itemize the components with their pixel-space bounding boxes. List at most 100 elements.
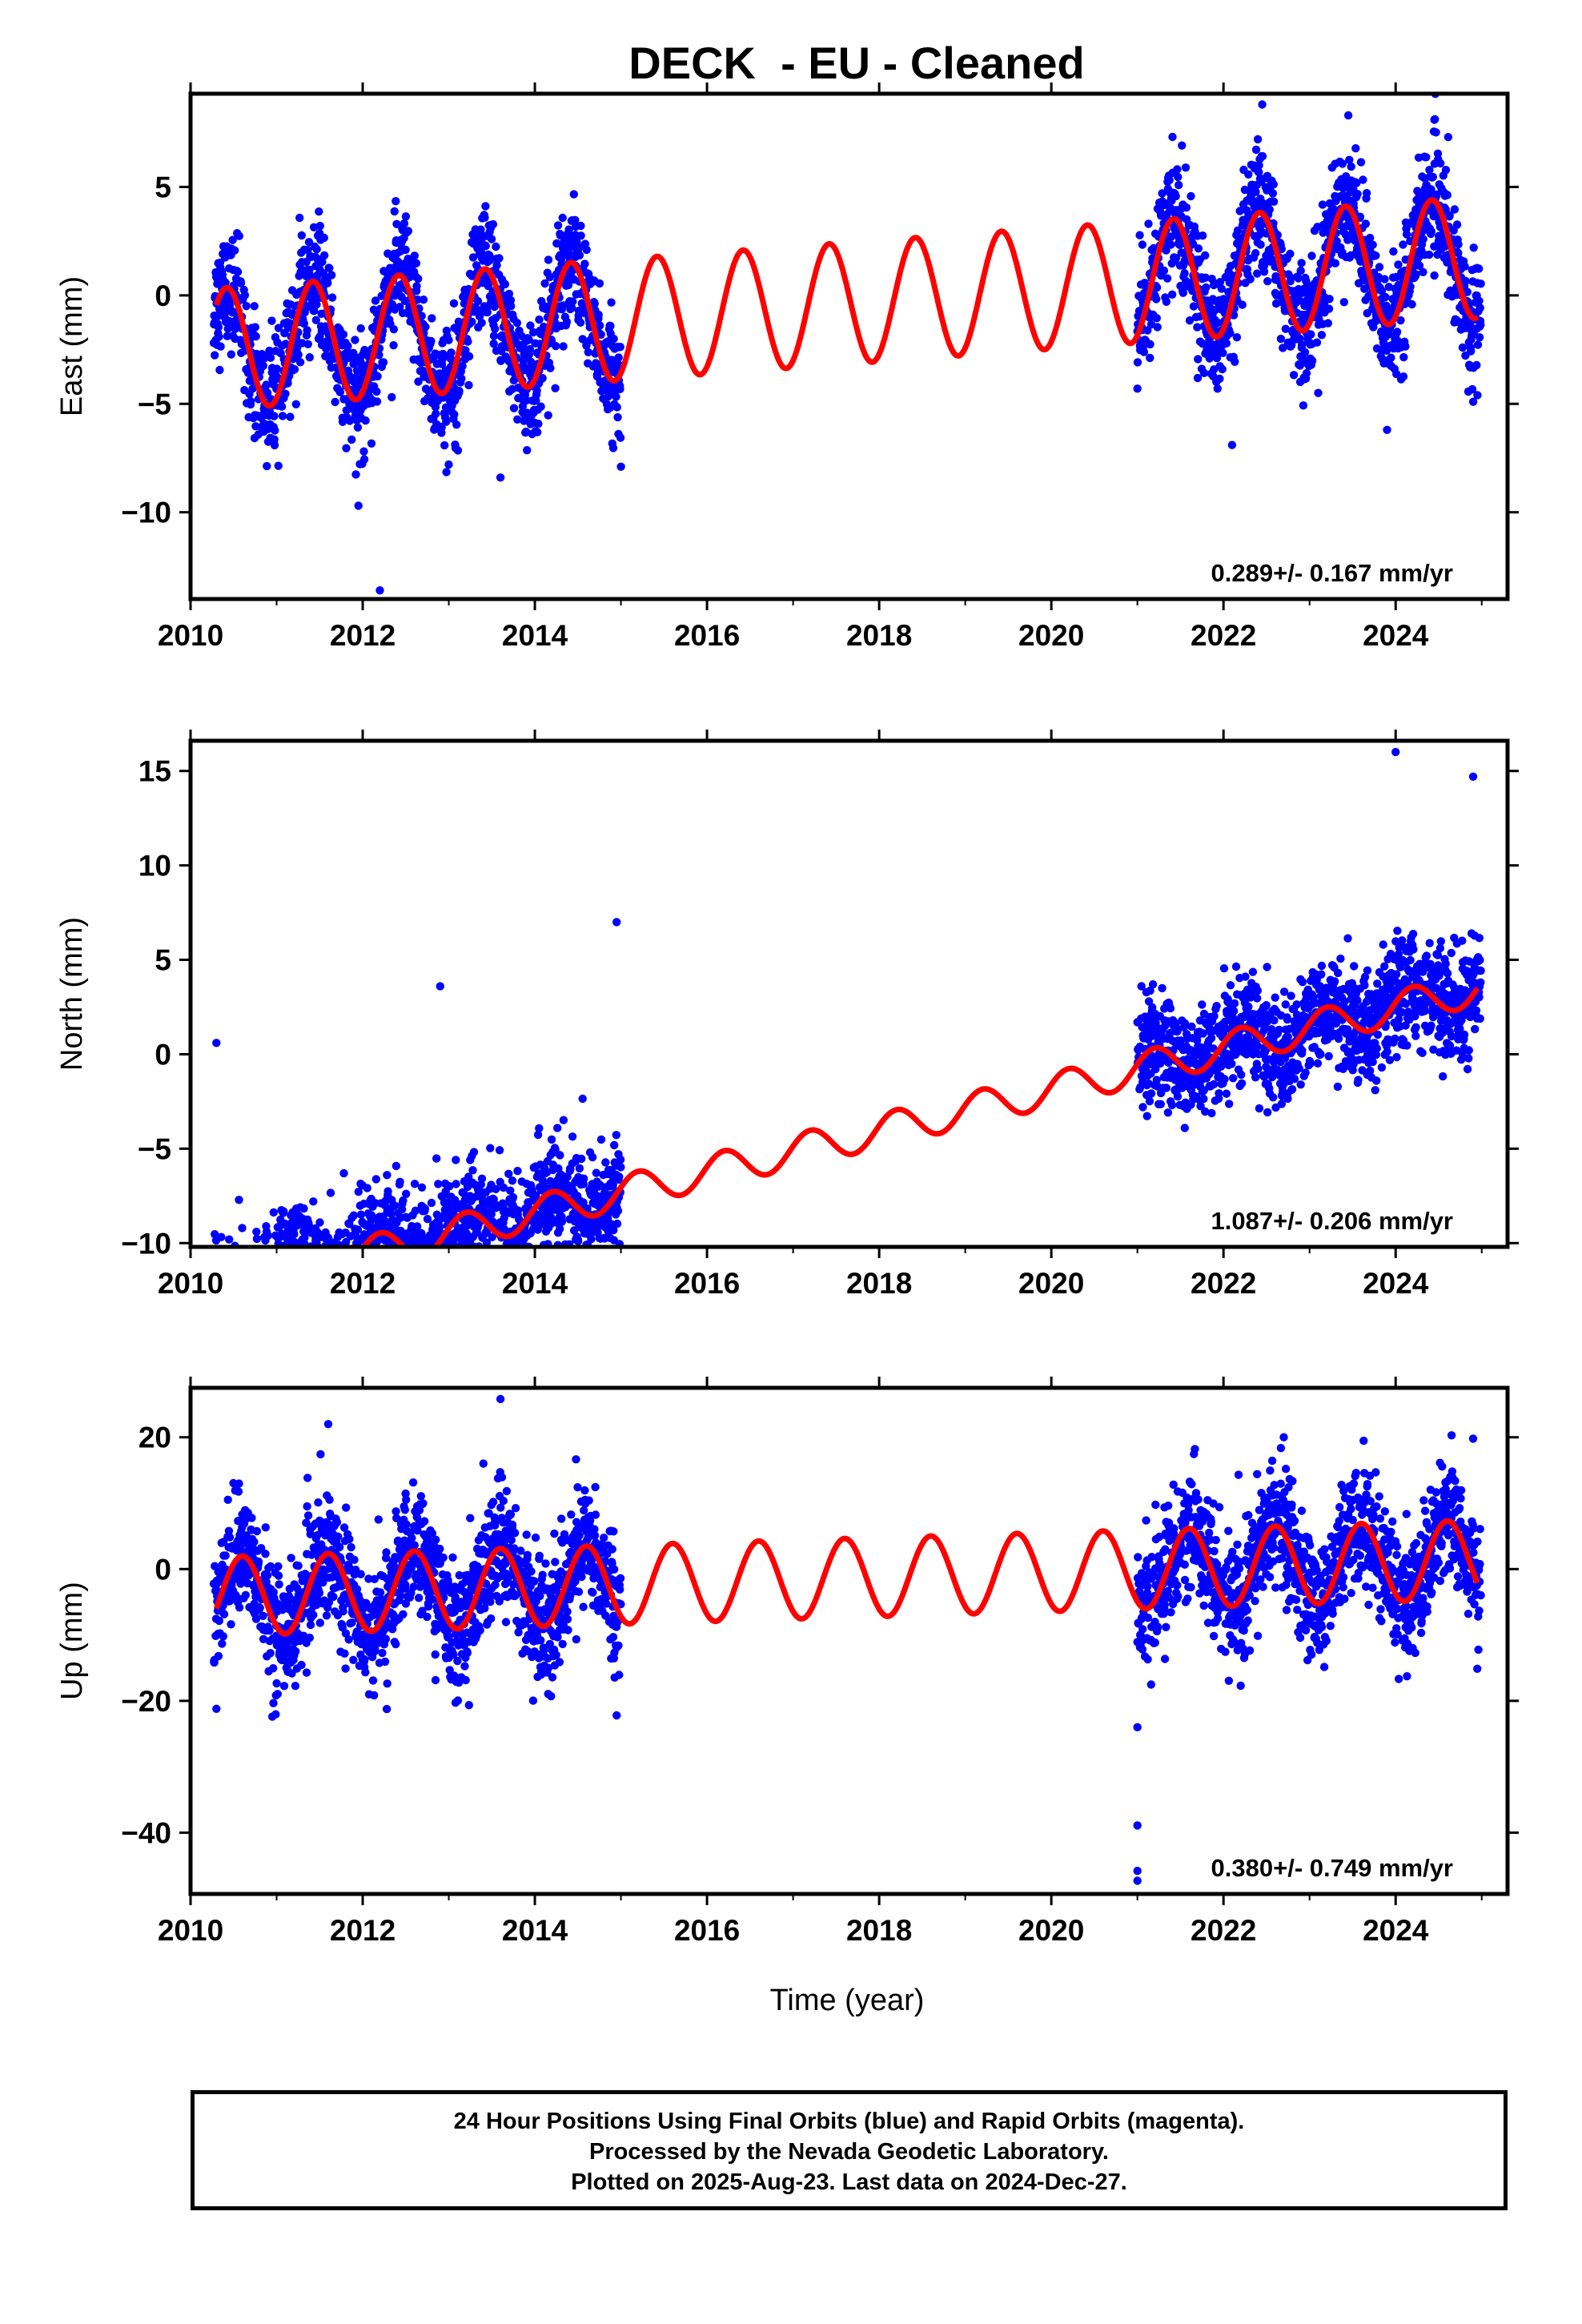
data-point [323,279,332,287]
data-point [1218,364,1227,374]
data-point [1475,333,1484,342]
data-point [1298,978,1307,987]
data-point [391,1161,401,1171]
data-point [351,470,360,479]
data-point [1213,384,1223,393]
data-point [251,332,260,341]
data-point [413,296,422,304]
data-point [1202,283,1211,292]
data-point [290,1229,299,1239]
data-point [1427,185,1435,194]
data-point [1168,290,1177,299]
data-point [584,348,592,356]
data-point [417,1183,427,1192]
data-point [300,1233,309,1242]
data-point [1430,271,1439,280]
data-point [508,1192,518,1202]
data-point [1251,1073,1260,1082]
data-point [1443,191,1452,199]
data-point [1173,165,1182,174]
data-point [349,1211,359,1220]
data-point [546,364,555,372]
data-point [495,254,504,263]
data-point [1401,342,1410,351]
data-point [576,318,585,327]
data-point [295,358,305,367]
data-point [1476,320,1485,329]
data-point [580,259,589,268]
data-point [526,321,535,330]
data-point [1445,211,1454,219]
data-point [1220,1075,1229,1084]
data-point [1215,1089,1223,1098]
data-point [1428,172,1438,182]
data-point [331,397,339,407]
data-point [576,221,585,231]
data-point [616,433,625,442]
data-point [1171,191,1180,201]
data-point [372,397,382,406]
data-point [404,227,413,235]
data-point [1173,1092,1182,1101]
data-point [342,444,351,452]
data-point [228,235,237,244]
data-point [1255,1104,1264,1113]
data-point [1302,276,1311,286]
data-point [1289,371,1299,380]
data-point [356,1210,366,1219]
data-point [299,1204,308,1213]
data-point [1418,1048,1427,1058]
data-point [1238,300,1247,309]
data-point [263,388,272,397]
data-point [1217,284,1227,293]
data-point [1210,1011,1219,1020]
data-point [286,412,295,421]
data-point [1458,343,1468,352]
data-point [1355,212,1365,221]
data-point [1199,1095,1208,1104]
data-point [263,461,271,471]
data-point [1347,162,1355,171]
data-point [562,317,572,327]
data-point [312,300,321,309]
data-point [1439,1072,1447,1081]
data-point [523,446,532,455]
data-point [547,1135,556,1144]
data-point [1422,153,1431,162]
data-point [1441,959,1450,968]
data-point [1336,954,1345,963]
data-point [1394,260,1403,269]
data-point [553,1124,562,1132]
data-point [596,330,605,339]
data-point [582,245,591,255]
data-point [217,1232,226,1241]
data-point [616,1163,625,1172]
data-point [1343,934,1352,943]
data-point [616,1155,625,1164]
data-point [1380,962,1389,971]
data-point [1317,961,1327,971]
data-point [281,389,290,398]
data-point [1290,1075,1299,1084]
data-point [1138,1103,1147,1112]
data-point [553,221,563,230]
x-tick-label: 2016 [674,619,740,652]
data-point [1201,251,1210,260]
data-point [512,319,522,328]
data-point [1377,287,1387,296]
data-point [1235,207,1244,215]
data-point [615,1172,624,1181]
data-point [335,388,344,396]
data-point [1162,1084,1171,1092]
data-point [1297,259,1306,267]
data-point [492,1184,500,1194]
data-point [373,372,382,381]
data-point [339,330,348,339]
data-point [1391,1034,1399,1043]
data-point [452,1180,460,1188]
data-point [481,242,490,251]
data-point [1251,187,1260,196]
data-point [1475,264,1484,273]
data-point [1427,227,1436,236]
data-point [442,468,451,476]
